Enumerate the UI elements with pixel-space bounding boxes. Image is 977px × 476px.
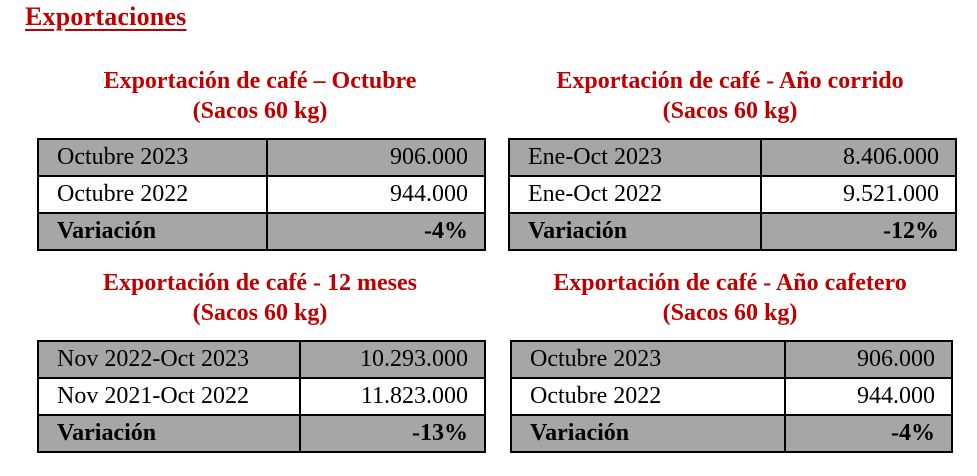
table-row: Nov 2022-Oct 2023 10.293.000 <box>37 340 486 379</box>
block-title: Exportación de café - 12 meses (Sacos 60… <box>50 268 470 328</box>
table-row: Octubre 2022 944.000 <box>510 377 954 416</box>
row-label: Nov 2022-Oct 2023 <box>37 340 301 379</box>
row-value: 10.293.000 <box>298 340 486 379</box>
block-title: Exportación de café – Octubre (Sacos 60 … <box>50 66 470 126</box>
block-title-line1: Exportación de café - Año corrido <box>556 68 904 94</box>
page-title: Exportaciones <box>25 2 187 31</box>
row-value: -12% <box>759 212 958 251</box>
table-row: Nov 2021-Oct 2022 11.823.000 <box>37 377 486 416</box>
block-title-line2: (Sacos 60 kg) <box>662 98 798 124</box>
block-title-line2: (Sacos 60 kg) <box>192 300 328 326</box>
row-value: 11.823.000 <box>298 377 486 416</box>
row-label: Octubre 2022 <box>36 175 269 214</box>
row-label: Variación <box>508 212 762 251</box>
table-row: Ene-Oct 2023 8.406.000 <box>508 138 958 177</box>
row-value: -4% <box>266 212 486 251</box>
table-row: Octubre 2022 944.000 <box>36 175 486 214</box>
table-row: Octubre 2023 906.000 <box>510 340 954 379</box>
block-title-line1: Exportación de café - Año cafetero <box>553 270 907 296</box>
row-label: Nov 2021-Oct 2022 <box>37 377 301 416</box>
row-value: 9.521.000 <box>759 175 958 214</box>
table-row: Ene-Oct 2022 9.521.000 <box>508 175 958 214</box>
table-ano-corrido: Ene-Oct 2023 8.406.000 Ene-Oct 2022 9.52… <box>508 138 958 251</box>
row-value: 944.000 <box>266 175 486 214</box>
row-label: Variación <box>36 212 269 251</box>
row-label: Ene-Oct 2022 <box>508 175 762 214</box>
row-value: -4% <box>783 414 954 453</box>
row-value: 944.000 <box>783 377 954 416</box>
row-label: Octubre 2023 <box>510 340 786 379</box>
row-value: 906.000 <box>783 340 954 379</box>
table-12-meses: Nov 2022-Oct 2023 10.293.000 Nov 2021-Oc… <box>37 340 486 453</box>
table-row-total: Variación -13% <box>37 414 486 453</box>
row-label: Ene-Oct 2023 <box>508 138 762 177</box>
row-label: Variación <box>37 414 301 453</box>
block-title-line2: (Sacos 60 kg) <box>662 300 798 326</box>
table-row: Octubre 2023 906.000 <box>36 138 486 177</box>
row-label: Octubre 2022 <box>510 377 786 416</box>
block-ano-corrido: Exportación de café - Año corrido (Sacos… <box>505 66 955 126</box>
block-title-line1: Exportación de café – Octubre <box>103 68 417 94</box>
block-title: Exportación de café - Año corrido (Sacos… <box>505 66 955 126</box>
block-title-line1: Exportación de café - 12 meses <box>103 270 417 296</box>
row-value: 906.000 <box>266 138 486 177</box>
table-octubre: Octubre 2023 906.000 Octubre 2022 944.00… <box>36 138 486 251</box>
block-octubre: Exportación de café – Octubre (Sacos 60 … <box>50 66 470 126</box>
row-value: 8.406.000 <box>759 138 958 177</box>
table-ano-cafetero: Octubre 2023 906.000 Octubre 2022 944.00… <box>510 340 954 453</box>
block-title: Exportación de café - Año cafetero (Saco… <box>505 268 955 328</box>
block-12-meses: Exportación de café - 12 meses (Sacos 60… <box>50 268 470 328</box>
row-value: -13% <box>298 414 486 453</box>
table-row-total: Variación -4% <box>36 212 486 251</box>
row-label: Octubre 2023 <box>36 138 269 177</box>
table-row-total: Variación -4% <box>510 414 954 453</box>
row-label: Variación <box>510 414 786 453</box>
block-title-line2: (Sacos 60 kg) <box>192 98 328 124</box>
table-row-total: Variación -12% <box>508 212 958 251</box>
block-ano-cafetero: Exportación de café - Año cafetero (Saco… <box>505 268 955 328</box>
